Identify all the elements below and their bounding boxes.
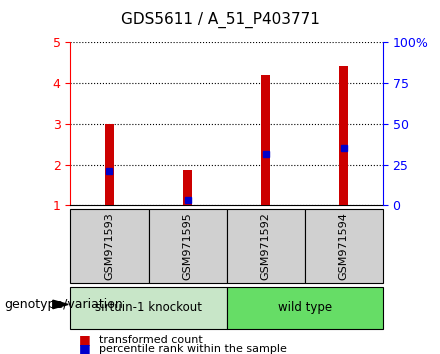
Bar — [183, 170, 192, 205]
Text: wild type: wild type — [278, 302, 332, 314]
Text: GSM971592: GSM971592 — [260, 212, 271, 280]
Bar — [70, 287, 227, 329]
Text: GSM971593: GSM971593 — [104, 212, 114, 280]
Bar — [105, 124, 114, 205]
Text: GSM971595: GSM971595 — [183, 212, 193, 280]
Text: ■: ■ — [79, 342, 91, 354]
Text: GDS5611 / A_51_P403771: GDS5611 / A_51_P403771 — [121, 11, 319, 28]
Bar — [149, 209, 227, 283]
Bar — [227, 287, 383, 329]
Text: ■: ■ — [79, 333, 91, 346]
Text: percentile rank within the sample: percentile rank within the sample — [99, 344, 287, 354]
Bar — [227, 209, 305, 283]
Text: sirtuin-1 knockout: sirtuin-1 knockout — [95, 302, 202, 314]
Text: transformed count: transformed count — [99, 335, 203, 345]
Bar — [70, 209, 149, 283]
Bar — [305, 209, 383, 283]
Text: genotype/variation: genotype/variation — [4, 298, 123, 311]
Bar — [339, 66, 348, 205]
Text: GSM971594: GSM971594 — [339, 212, 349, 280]
Bar — [261, 75, 270, 205]
